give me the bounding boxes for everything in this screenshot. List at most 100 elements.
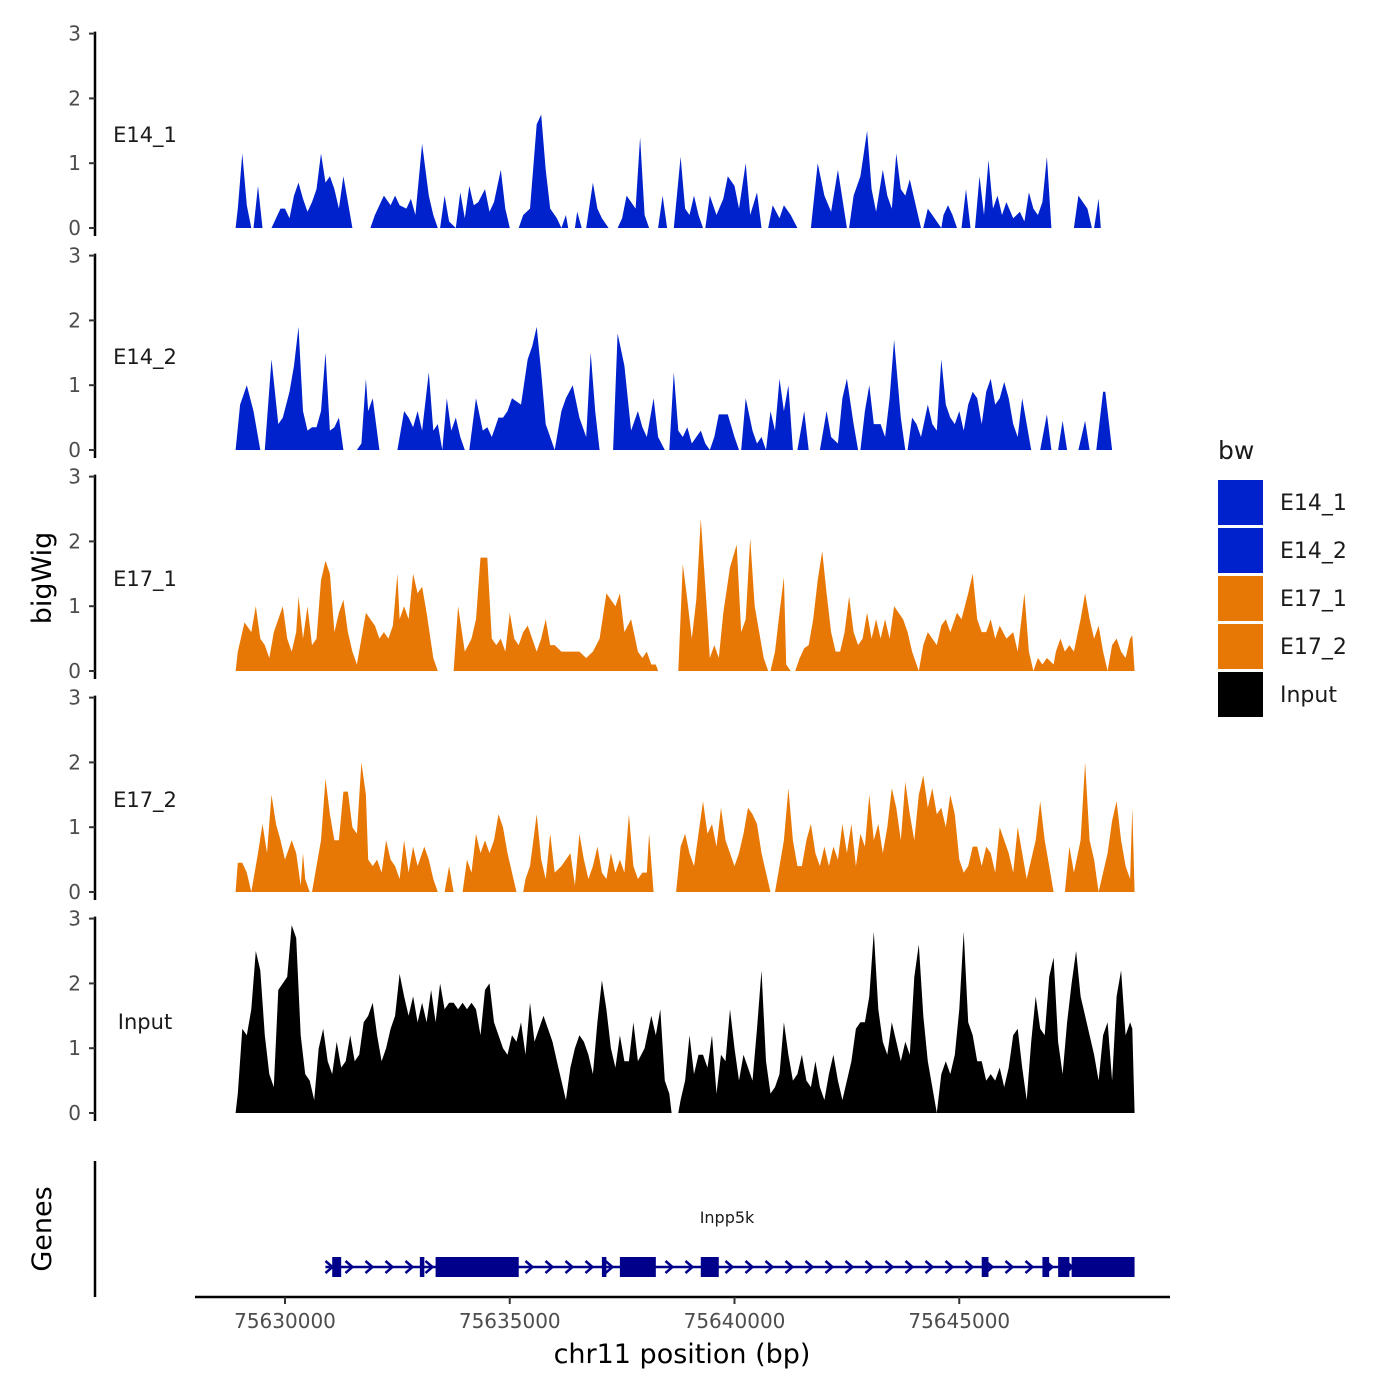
track-panel-e14-2: E14_2 — [113, 326, 1113, 450]
strand-arrow-icon — [924, 1260, 935, 1274]
legend-label-input: Input — [1280, 683, 1337, 708]
track-panel-e17-2: E17_2 — [113, 762, 1135, 892]
x-tick-label-1: 75630000 — [234, 1309, 336, 1333]
y-tick-label-e14-1-3: 3 — [68, 22, 81, 46]
legend-swatch-e17-1 — [1218, 576, 1263, 621]
strand-arrow-icon — [804, 1260, 815, 1274]
legend-swatch-e14-1 — [1218, 480, 1263, 525]
strand-arrow-icon — [944, 1260, 955, 1274]
y-axis-e14-2: 0 1 2 3 — [68, 244, 97, 462]
track-label-e14-1: E14_1 — [113, 123, 177, 148]
legend-title: bw — [1218, 436, 1254, 465]
track-area-e14-1 — [235, 114, 1101, 228]
y-tick-label-input-2: 2 — [68, 971, 81, 995]
strand-arrow-icon — [784, 1260, 795, 1274]
y-axes-layer: 0 1 2 3 0 1 2 3 0 1 2 3 0 1 2 3 0 1 2 3 — [68, 22, 97, 1125]
gene-exon-10 — [1071, 1257, 1135, 1277]
y-tick-label-e14-1-2: 2 — [68, 86, 81, 110]
y-tick-label-e17-1-2: 2 — [68, 529, 81, 553]
gene-exon-7 — [981, 1257, 989, 1277]
y-axis-e17-1: 0 1 2 3 — [68, 465, 97, 683]
track-label-e14-2: E14_2 — [113, 345, 177, 370]
track-area-e14-2 — [235, 326, 1113, 450]
strand-arrow-icon — [344, 1260, 355, 1274]
legend-label-e17-2: E17_2 — [1280, 635, 1347, 660]
strand-arrow-icon — [384, 1260, 395, 1274]
gene-exon-6 — [700, 1257, 719, 1277]
y-tick-label-e17-2-2: 2 — [68, 750, 81, 774]
x-tick-label-3: 75640000 — [684, 1309, 786, 1333]
x-tick-4: 75645000 — [908, 1297, 1010, 1333]
gene-exon-2 — [419, 1257, 425, 1277]
track-area-input — [235, 925, 1135, 1113]
gene-exons — [332, 1257, 1135, 1277]
strand-arrow-icon — [684, 1260, 695, 1274]
legend-label-e14-2: E14_2 — [1280, 539, 1347, 564]
legend-entry-e14-1: E14_1 — [1218, 480, 1347, 525]
gene-exon-5 — [619, 1257, 656, 1277]
legend-entry-e17-2: E17_2 — [1218, 624, 1347, 669]
legend: bw E14_1 E14_2 E17_1 E17_2 Input — [1218, 436, 1347, 717]
legend-label-e14-1: E14_1 — [1280, 491, 1347, 516]
strand-arrow-icon — [1024, 1260, 1035, 1274]
y-tick-label-input-3: 3 — [68, 907, 81, 931]
strand-arrow-icon — [564, 1260, 575, 1274]
track-label-input: Input — [118, 1010, 172, 1034]
strand-arrow-icon — [744, 1260, 755, 1274]
gene-exon-8 — [1042, 1257, 1050, 1277]
track-label-e17-1: E17_1 — [113, 567, 177, 592]
strand-arrow-icon — [824, 1260, 835, 1274]
y-tick-label-e14-1-1: 1 — [68, 151, 81, 175]
legend-entry-e14-2: E14_2 — [1218, 528, 1347, 573]
track-label-e17-2: E17_2 — [113, 788, 177, 813]
y-axis-title: bigWig — [27, 532, 58, 625]
y-tick-label-e14-1-0: 0 — [68, 216, 81, 240]
y-tick-label-e17-1-1: 1 — [68, 594, 81, 618]
strand-arrow-icon — [584, 1260, 595, 1274]
y-tick-label-input-1: 1 — [68, 1036, 81, 1060]
track-panel-e17-1: E17_1 — [113, 518, 1135, 671]
legend-label-e17-1: E17_1 — [1280, 587, 1347, 612]
y-tick-label-e14-2-1: 1 — [68, 373, 81, 397]
y-tick-label-e14-2-2: 2 — [68, 308, 81, 332]
y-tick-label-e17-1-3: 3 — [68, 465, 81, 489]
x-axis-title: chr11 position (bp) — [554, 1339, 811, 1370]
legend-entry-input: Input — [1218, 672, 1337, 717]
gene-panel-title: Genes — [27, 1186, 58, 1271]
y-tick-label-e17-2-0: 0 — [68, 880, 81, 904]
y-axis-e17-2: 0 1 2 3 — [68, 686, 97, 904]
track-panel-input: Input — [118, 925, 1135, 1113]
y-tick-label-e14-2-3: 3 — [68, 244, 81, 268]
strand-arrow-icon — [544, 1260, 555, 1274]
strand-arrow-icon — [964, 1260, 975, 1274]
y-tick-label-e17-2-3: 3 — [68, 686, 81, 710]
legend-swatch-e17-2 — [1218, 624, 1263, 669]
strand-arrow-icon — [424, 1260, 435, 1274]
y-axis-input: 0 1 2 3 — [68, 907, 97, 1125]
strand-arrow-icon — [904, 1260, 915, 1274]
gene-exon-9 — [1058, 1257, 1070, 1277]
strand-arrow-icon — [844, 1260, 855, 1274]
legend-swatch-e14-2 — [1218, 528, 1263, 573]
track-area-e17-2 — [235, 762, 1135, 892]
gene-panel: Genes Inpp5k — [27, 1161, 1135, 1297]
strand-arrow-icon — [724, 1260, 735, 1274]
strand-arrow-icon — [884, 1260, 895, 1274]
x-tick-3: 75640000 — [684, 1297, 786, 1333]
x-tick-1: 75630000 — [234, 1297, 336, 1333]
x-axis: 75630000 75635000 75640000 75645000 chr1… — [195, 1295, 1170, 1370]
strand-arrow-icon — [604, 1260, 615, 1274]
strand-arrow-icon — [864, 1260, 875, 1274]
x-tick-label-2: 75635000 — [459, 1309, 561, 1333]
strand-arrow-icon — [364, 1260, 375, 1274]
y-tick-label-e14-2-0: 0 — [68, 438, 81, 462]
strand-arrow-icon — [1004, 1260, 1015, 1274]
track-panel-e14-1: E14_1 — [113, 114, 1101, 228]
gene-exon-1 — [332, 1257, 342, 1277]
gene-exon-4 — [601, 1257, 607, 1277]
legend-entry-e17-1: E17_1 — [1218, 576, 1347, 621]
x-tick-2: 75635000 — [459, 1297, 561, 1333]
legend-swatch-input — [1218, 672, 1263, 717]
y-axis-e14-1: 0 1 2 3 — [68, 22, 97, 240]
